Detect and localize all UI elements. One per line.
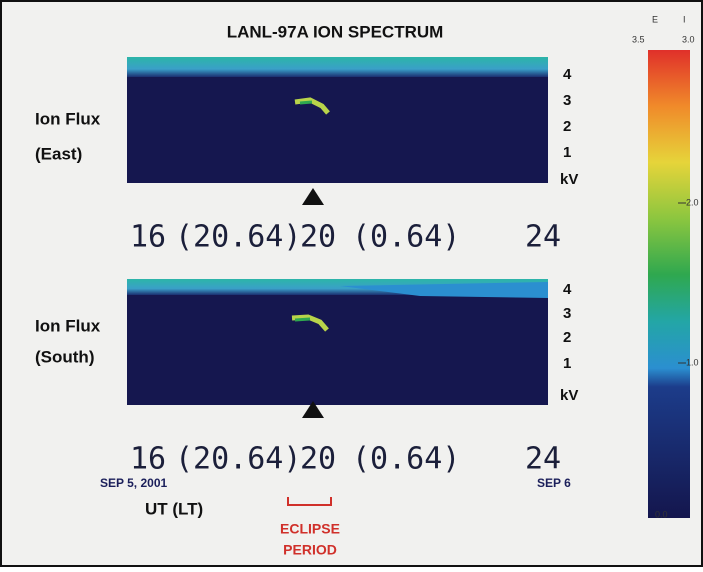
eclipse-label: ECLIPSE	[280, 521, 340, 537]
y-tick-label: 4	[563, 281, 572, 298]
colorbar-label: 1.0	[686, 357, 699, 367]
x-tick-label: (20.64)	[175, 220, 301, 255]
figure: LANL-97A ION SPECTRUM Ion Flux (East) 4 …	[0, 0, 703, 567]
y-tick-label: 2	[563, 329, 571, 346]
panel-label: Ion Flux	[35, 316, 101, 335]
x-tick-label: 24	[525, 220, 561, 255]
y-tick-label: 3	[563, 305, 571, 322]
title: LANL-97A ION SPECTRUM	[227, 22, 444, 41]
colorbar-label: 2.0	[686, 197, 699, 207]
x-tick-label: 20	[300, 442, 336, 477]
y-tick-label: 3	[563, 92, 571, 109]
panel-label: (South)	[35, 347, 94, 366]
x-tick-label: (0.64)	[352, 442, 460, 477]
spectrogram-east	[127, 57, 548, 205]
x-tick-label: 16	[130, 220, 166, 255]
y-unit: kV	[560, 171, 578, 188]
x-tick-label: (0.64)	[352, 220, 460, 255]
y-tick-label: 2	[563, 118, 571, 135]
colorbar-header: I	[683, 14, 686, 24]
colorbar-label: 3.0	[682, 34, 695, 44]
eclipse-label: PERIOD	[283, 542, 337, 558]
x-tick-label: 20	[300, 220, 336, 255]
colorbar-label: 0.0	[655, 509, 668, 519]
colorbar-label: 3.5	[632, 34, 645, 44]
y-unit: kV	[560, 387, 578, 404]
panel-label: Ion Flux	[35, 109, 101, 128]
y-tick-label: 4	[563, 66, 572, 83]
panel-label: (East)	[35, 144, 82, 163]
x-tick-label: 24	[525, 442, 561, 477]
colorbar	[648, 50, 690, 518]
spectrogram-south	[127, 279, 548, 418]
date-end: SEP 6	[537, 476, 571, 490]
colorbar-header: E	[652, 14, 658, 24]
y-tick-label: 1	[563, 144, 571, 161]
y-tick-label: 1	[563, 355, 571, 372]
x-tick-label: (20.64)	[175, 442, 301, 477]
x-tick-label: 16	[130, 442, 166, 477]
x-axis-label: UT (LT)	[145, 499, 203, 518]
date-start: SEP 5, 2001	[100, 476, 167, 490]
